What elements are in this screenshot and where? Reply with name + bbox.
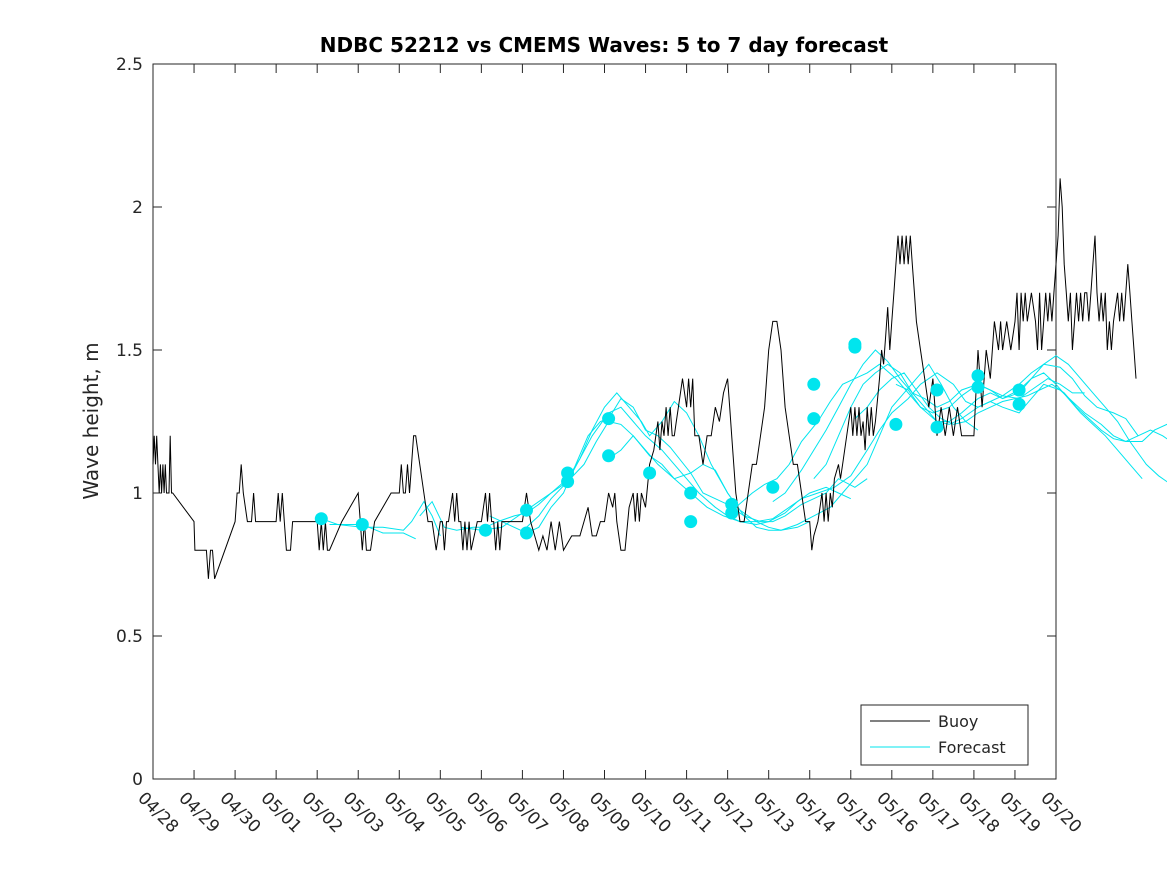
forecast-marker bbox=[1012, 397, 1026, 411]
forecast-marker bbox=[643, 466, 657, 480]
y-tick-label: 0.5 bbox=[116, 627, 143, 647]
forecast-line bbox=[608, 372, 1085, 523]
legend-entry-label: Forecast bbox=[938, 738, 1006, 757]
y-tick-label: 0 bbox=[132, 770, 143, 790]
forecast-marker bbox=[725, 497, 739, 511]
forecast-line bbox=[813, 363, 1143, 480]
forecast-marker bbox=[684, 515, 698, 529]
y-tick-label: 1 bbox=[132, 484, 143, 504]
forecast-line bbox=[489, 397, 868, 534]
forecast-marker bbox=[684, 486, 698, 500]
forecast-marker bbox=[889, 417, 903, 431]
legend-box bbox=[860, 704, 1029, 766]
forecast-line bbox=[854, 372, 1167, 442]
forecast-line bbox=[329, 524, 416, 540]
forecast-marker bbox=[602, 449, 616, 463]
forecast-line bbox=[460, 420, 810, 531]
forecast-marker bbox=[520, 503, 533, 517]
chart-title: NDBC 52212 vs CMEMS Waves: 5 to 7 day fo… bbox=[320, 33, 889, 57]
forecast-marker bbox=[930, 420, 944, 434]
forecast-marker bbox=[848, 337, 862, 351]
forecast-marker bbox=[520, 526, 533, 540]
forecast-marker bbox=[807, 412, 821, 426]
y-tick-label: 2 bbox=[132, 198, 143, 218]
forecast-marker bbox=[355, 518, 369, 531]
forecast-marker bbox=[479, 523, 492, 537]
forecast-marker bbox=[971, 369, 985, 383]
forecast-marker bbox=[314, 512, 328, 526]
forecast-line bbox=[735, 363, 1139, 508]
y-tick-label: 2.5 bbox=[116, 55, 143, 75]
forecast-marker bbox=[602, 412, 616, 426]
forecast-marker bbox=[807, 377, 821, 391]
forecast-marker bbox=[561, 466, 575, 480]
y-axis-label: Wave height, m bbox=[79, 342, 103, 499]
buoy-line bbox=[152, 178, 1137, 579]
forecast-marker bbox=[1012, 383, 1026, 397]
forecast-marker bbox=[930, 383, 944, 397]
forecast-line bbox=[321, 500, 441, 537]
forecast-marker bbox=[766, 480, 780, 494]
legend-entry-label: Buoy bbox=[938, 712, 978, 731]
legend: Buoy Forecast bbox=[860, 704, 1029, 766]
forecast-marker bbox=[971, 380, 985, 394]
y-tick-label: 1.5 bbox=[116, 341, 143, 361]
